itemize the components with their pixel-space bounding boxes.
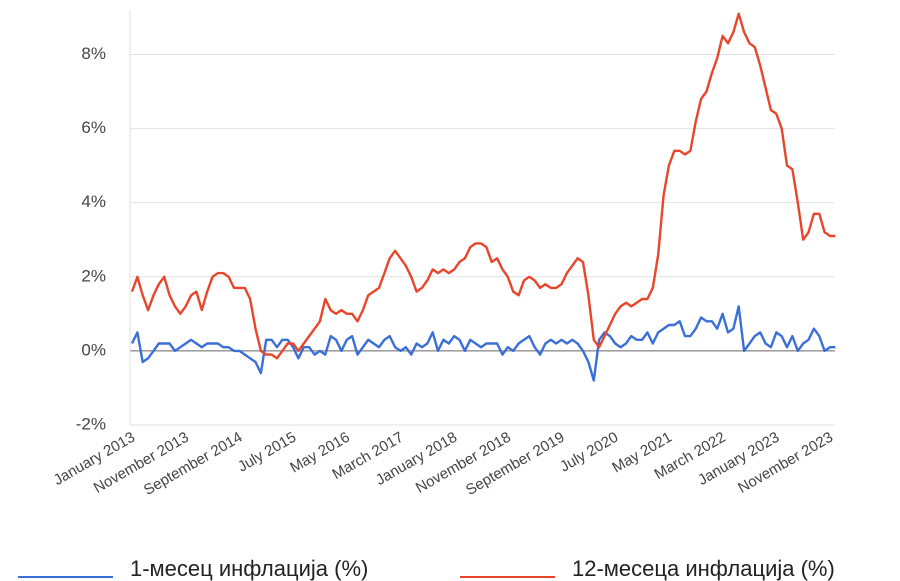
legend-label: 12-месеца инфлација (%) — [572, 556, 835, 581]
x-tick-label: November 2023 — [735, 429, 836, 497]
series-line — [130, 12, 836, 360]
x-tick-label: July 2020 — [557, 429, 621, 476]
y-tick-label: -2% — [76, 414, 106, 433]
y-tick-label: 2% — [81, 266, 106, 285]
y-tick-label: 0% — [81, 340, 106, 359]
x-tick-label: September 2019 — [463, 429, 568, 499]
x-tick-label: September 2014 — [141, 429, 246, 499]
y-tick-label: 6% — [81, 118, 106, 137]
y-tick-label: 8% — [81, 44, 106, 63]
y-tick-label: 4% — [81, 192, 106, 211]
series-line — [130, 305, 836, 382]
legend-label: 1-месец инфлација (%) — [130, 556, 368, 581]
x-tick-label: July 2015 — [235, 429, 299, 476]
